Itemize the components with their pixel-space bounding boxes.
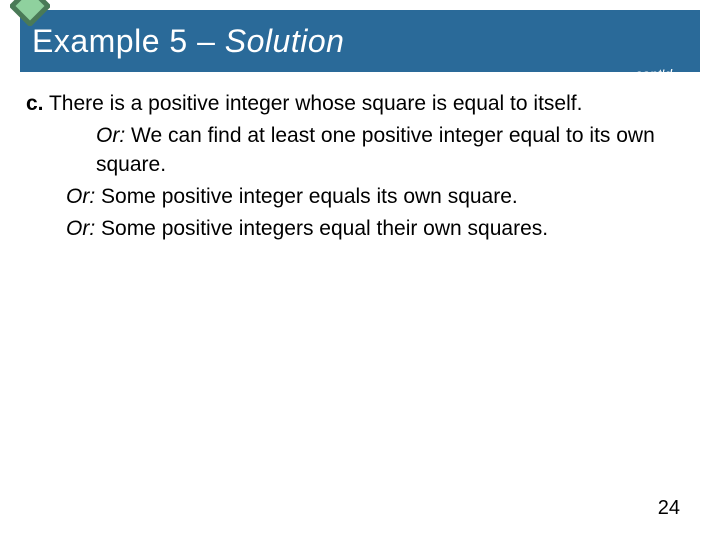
body-line-4: Or: Some positive integers equal their o… bbox=[66, 215, 694, 243]
body-line-2-text: We can find at least one positive intege… bbox=[96, 124, 655, 175]
body-line-3: Or: Some positive integer equals its own… bbox=[66, 183, 694, 211]
body-line-3-text: Some positive integer equals its own squ… bbox=[95, 185, 518, 208]
body-line-4-text: Some positive integers equal their own s… bbox=[95, 217, 548, 240]
slide-title: Example 5 – Solution bbox=[32, 23, 344, 60]
continued-label: cont'd bbox=[635, 66, 672, 82]
body-content: c. There is a positive integer whose squ… bbox=[26, 90, 694, 248]
body-line-1: c. There is a positive integer whose squ… bbox=[26, 90, 694, 118]
or-label: Or: bbox=[66, 185, 95, 208]
slide: Example 5 – Solution cont'd c. There is … bbox=[0, 0, 720, 540]
diamond-icon bbox=[10, 0, 50, 26]
page-number: 24 bbox=[658, 497, 680, 520]
or-label: Or: bbox=[66, 217, 95, 240]
or-label: Or: bbox=[96, 124, 125, 147]
body-line-2: Or: We can find at least one positive in… bbox=[96, 122, 694, 179]
title-bar: Example 5 – Solution cont'd bbox=[20, 10, 700, 72]
body-line-1-text: There is a positive integer whose square… bbox=[44, 92, 583, 115]
title-emphasis: Solution bbox=[225, 23, 345, 59]
title-prefix: Example 5 – bbox=[32, 23, 225, 59]
item-label: c. bbox=[26, 92, 44, 115]
